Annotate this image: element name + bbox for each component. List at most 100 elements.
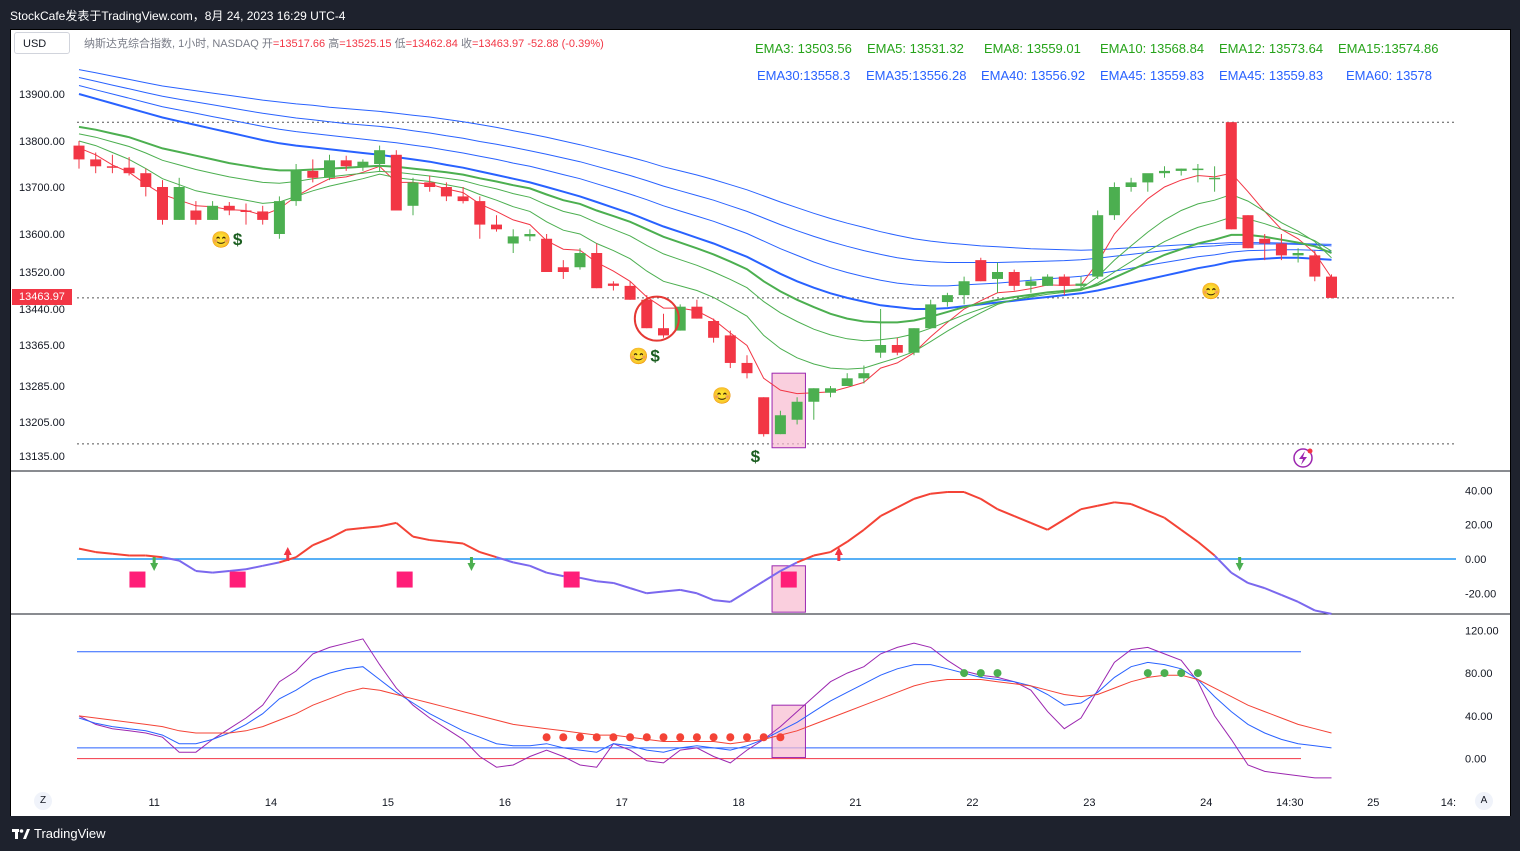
candle-body xyxy=(557,267,569,272)
osc1-segment xyxy=(980,498,999,511)
smiley-marker: 😊 xyxy=(712,387,732,405)
signal-dot xyxy=(960,669,969,678)
osc1-y-tick: 40.00 xyxy=(1465,485,1493,497)
signal-square xyxy=(396,571,413,588)
osc1-segment xyxy=(1013,515,1032,524)
osc1-segment xyxy=(696,592,714,602)
osc1-segment xyxy=(579,576,597,583)
candle-body xyxy=(73,145,85,160)
y-tick-label: 13700.00 xyxy=(19,182,65,194)
candle-body xyxy=(1259,238,1271,244)
candle-body xyxy=(1209,177,1221,180)
header-title: StockCafe发表于TradingView.com，8月 24, 2023 … xyxy=(10,9,346,23)
ema-short-line xyxy=(78,133,1332,342)
signal-square xyxy=(229,571,246,588)
osc1-segment xyxy=(178,559,197,572)
osc1-segment xyxy=(646,590,664,595)
candle-body xyxy=(123,167,135,174)
signal-dot xyxy=(542,733,551,742)
arrow-down-icon xyxy=(150,556,159,571)
osc1-segment xyxy=(1063,508,1082,521)
zoom-button[interactable]: Z xyxy=(34,792,52,810)
y-tick-label: 13800.00 xyxy=(19,136,65,148)
ema-label: EMA45: 13559.83 xyxy=(1219,68,1324,83)
osc1-segment xyxy=(462,542,481,553)
osc1-segment xyxy=(429,539,447,543)
arrow-up-icon xyxy=(283,546,292,561)
osc1-segment xyxy=(95,551,113,555)
osc1-segment xyxy=(746,580,765,593)
candle-body xyxy=(758,397,770,435)
candle-body xyxy=(774,415,786,435)
ema-label: EMA5: 13531.32 xyxy=(867,41,964,56)
signal-dot xyxy=(1177,669,1186,678)
signal-square xyxy=(129,571,146,588)
signal-square xyxy=(563,571,580,588)
osc1-segment xyxy=(796,554,815,564)
candle-body xyxy=(173,187,185,220)
signal-square xyxy=(780,571,797,588)
osc1-segment xyxy=(1297,600,1316,612)
osc1-segment xyxy=(262,561,280,567)
osc1-segment xyxy=(613,582,631,590)
high-value: =13525.15 xyxy=(339,38,392,50)
candle-body xyxy=(591,253,603,289)
candle-body xyxy=(541,238,553,272)
y-tick-label: 13900.00 xyxy=(19,89,65,101)
lightning-icon xyxy=(1299,451,1307,465)
osc1-segment xyxy=(112,552,130,557)
osc1-segment xyxy=(1080,504,1098,511)
candle-body xyxy=(90,159,102,167)
candle-body xyxy=(257,211,269,220)
candle-body xyxy=(424,182,436,187)
signal-dot xyxy=(659,733,668,742)
osc1-segment xyxy=(846,528,865,543)
x-tick-label: 15 xyxy=(382,797,394,809)
x-tick-label: 16 xyxy=(499,797,511,809)
osc1-segment xyxy=(1213,554,1233,574)
osc1-segment xyxy=(1130,503,1149,512)
currency-button[interactable]: USD xyxy=(14,32,70,54)
ema-long-line xyxy=(78,77,1332,263)
candle-body xyxy=(1092,215,1104,277)
osc1-segment xyxy=(529,564,547,574)
signal-dot xyxy=(976,669,985,678)
ema-label: EMA60: 13578 xyxy=(1346,68,1433,83)
arrow-down-icon xyxy=(467,556,476,571)
osc1-segment xyxy=(496,556,514,564)
osc2-line xyxy=(78,674,1332,745)
osc1-segment xyxy=(629,587,648,595)
signal-dot xyxy=(759,733,768,742)
osc1-segment xyxy=(596,580,614,584)
osc1-segment xyxy=(1197,541,1216,557)
signal-dot xyxy=(1160,669,1169,678)
candle-body xyxy=(992,272,1003,279)
footer-brand: TradingView xyxy=(34,826,106,841)
alert-icon xyxy=(1293,448,1313,468)
candle-body xyxy=(1225,122,1237,230)
y-tick-label: 13135.00 xyxy=(19,451,65,463)
x-tick-label: 14 xyxy=(265,797,277,809)
candle-body xyxy=(357,161,369,167)
candle-body xyxy=(791,401,803,420)
change-value: -52.88 (-0.39%) xyxy=(527,38,604,50)
osc2-y-tick: 0.00 xyxy=(1465,754,1486,766)
chart-frame[interactable]: 😊 $ 😊 $ 😊 $ 😊 13900.00 13800.00 13700.00 13600.00… xyxy=(10,29,1511,818)
candle-body xyxy=(524,234,536,237)
chart-canvas[interactable]: 😊 $😊 $😊$😊 13900.0013800.0013700.0013600.00… xyxy=(11,30,1510,817)
header-bar: StockCafe发表于TradingView.com，8月 24, 2023 … xyxy=(0,0,1520,30)
x-tick-label: 23 xyxy=(1083,797,1095,809)
x-tick-label: 22 xyxy=(966,797,978,809)
x-tick-label: 25 xyxy=(1367,797,1379,809)
candle-body xyxy=(641,299,653,329)
osc1-segment xyxy=(329,528,347,540)
osc1-segment xyxy=(346,527,364,531)
smiley-marker: 😊 xyxy=(628,347,648,365)
osc1-segment xyxy=(512,561,531,567)
signal-dot xyxy=(609,733,618,742)
candle-body xyxy=(858,373,870,379)
candle-body xyxy=(1275,243,1287,256)
auto-scale-button[interactable]: A xyxy=(1475,792,1493,810)
candle-body xyxy=(190,210,202,220)
ema-short-line xyxy=(78,147,1332,395)
